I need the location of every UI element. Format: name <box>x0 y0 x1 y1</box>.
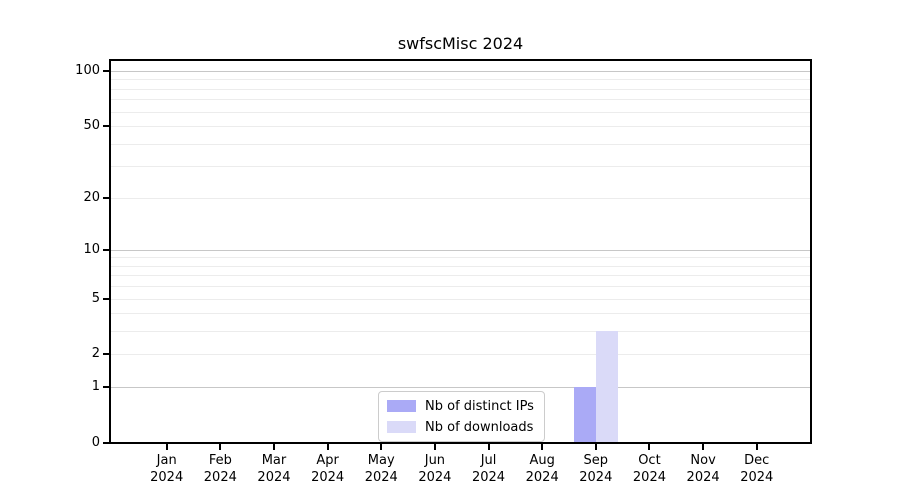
major-gridline <box>110 387 811 389</box>
minor-gridline <box>110 298 811 300</box>
x-tick-label-aug: Aug 2024 <box>525 453 559 485</box>
legend-swatch-downloads <box>387 421 416 433</box>
x-tick-mark <box>219 444 222 450</box>
minor-gridline <box>110 166 811 168</box>
x-tick-mark <box>541 444 544 450</box>
x-tick-mark <box>755 444 758 450</box>
legend-label-distinct-ips: Nb of distinct IPs <box>425 398 534 414</box>
x-tick-label-jul: Jul 2024 <box>471 453 506 485</box>
bar-downloads <box>595 331 618 443</box>
x-tick-label-sep: Sep 2024 <box>579 453 613 485</box>
y-tick-label: 20 <box>83 189 100 205</box>
x-tick-mark <box>272 444 275 450</box>
chart-title: swfscMisc 2024 <box>397 34 524 53</box>
y-tick-mark <box>103 125 110 128</box>
x-tick-mark <box>487 444 490 450</box>
y-tick-mark <box>103 442 110 444</box>
x-tick-label-jan: Jan 2024 <box>150 453 184 485</box>
x-tick-label-oct: Oct 2024 <box>632 453 666 485</box>
y-tick-mark <box>103 297 110 300</box>
y-tick-label: 0 <box>91 435 100 450</box>
y-tick-label: 10 <box>83 241 100 257</box>
major-gridline <box>110 249 811 251</box>
x-tick-mark <box>702 444 705 450</box>
legend-item-distinct-ips: Nb of distinct IPs <box>387 398 534 414</box>
legend-item-downloads: Nb of downloads <box>387 419 534 435</box>
x-tick-label-feb: Feb 2024 <box>203 453 237 485</box>
y-tick-label: 1 <box>91 379 100 395</box>
y-tick-label: 50 <box>83 118 100 134</box>
y-tick-mark <box>103 353 110 356</box>
y-tick-mark <box>103 386 110 389</box>
x-tick-label-mar: Mar 2024 <box>257 453 291 485</box>
minor-gridline <box>110 88 811 90</box>
y-tick-mark <box>103 70 110 72</box>
legend-label-downloads: Nb of downloads <box>425 419 534 435</box>
y-tick-label: 100 <box>75 63 100 78</box>
x-tick-label-nov: Nov 2024 <box>686 453 720 485</box>
minor-gridline <box>110 126 811 128</box>
x-tick-mark <box>326 444 329 450</box>
y-tick-mark <box>103 196 110 199</box>
x-tick-mark <box>433 444 436 450</box>
bar-distinct-ips <box>573 387 596 443</box>
minor-gridline <box>110 79 811 81</box>
minor-gridline <box>110 257 811 259</box>
minor-gridline <box>110 99 811 101</box>
x-tick-label-may: May 2024 <box>364 453 398 485</box>
minor-gridline <box>110 111 811 113</box>
y-tick-label: 2 <box>91 346 100 362</box>
x-tick-mark <box>648 444 651 450</box>
y-tick-mark <box>103 248 110 251</box>
minor-gridline <box>110 143 811 145</box>
x-tick-label-apr: Apr 2024 <box>311 453 345 485</box>
minor-gridline <box>110 275 811 277</box>
minor-gridline <box>110 331 811 333</box>
legend: Nb of distinct IPs Nb of downloads <box>378 391 545 442</box>
x-tick-label-dec: Dec 2024 <box>740 453 774 485</box>
minor-gridline <box>110 286 811 288</box>
minor-gridline <box>110 313 811 315</box>
x-tick-label-jun: Jun 2024 <box>418 453 452 485</box>
x-tick-mark <box>380 444 383 450</box>
major-gridline <box>110 71 811 72</box>
x-tick-mark <box>165 444 168 450</box>
x-tick-mark <box>594 444 597 450</box>
y-tick-label: 5 <box>91 290 100 306</box>
minor-gridline <box>110 197 811 199</box>
minor-gridline <box>110 265 811 267</box>
minor-gridline <box>110 354 811 356</box>
plot-area <box>110 60 811 443</box>
legend-swatch-distinct-ips <box>387 400 416 412</box>
